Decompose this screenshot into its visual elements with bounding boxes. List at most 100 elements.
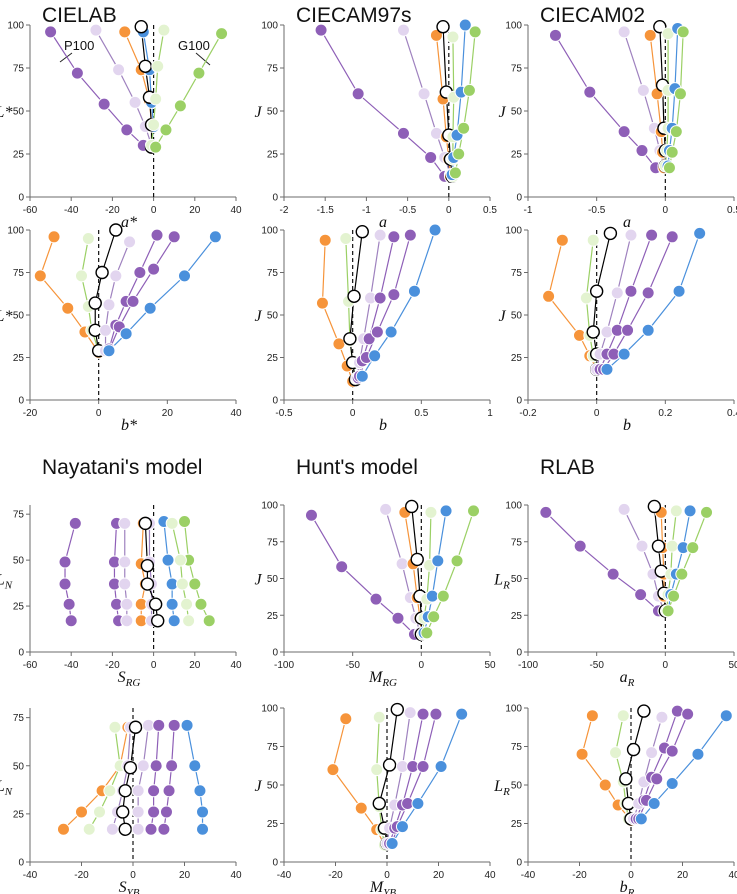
data-point <box>173 99 187 113</box>
data-point <box>326 763 340 777</box>
chart-panel-0: CIELAB 0 25 50 75 100 -60 -40 -20 0 20 40 L* a* P100 G1… <box>0 4 242 231</box>
data-point <box>134 20 148 34</box>
data-point <box>624 228 638 242</box>
data-point <box>417 87 431 101</box>
data-point <box>700 505 714 519</box>
data-point <box>143 301 157 315</box>
data-point <box>133 266 147 279</box>
x-tick-label: 0.5 <box>414 408 428 419</box>
y-tick-label: 50 <box>13 311 25 322</box>
data-point <box>662 161 676 175</box>
y-tick-label: 25 <box>511 353 523 364</box>
y-tick-label: 50 <box>511 781 523 792</box>
x-tick-label: -20 <box>328 870 343 881</box>
data-point <box>396 126 410 140</box>
y-tick-label: 25 <box>13 602 25 613</box>
x-tick-label: -40 <box>23 870 38 881</box>
data-point <box>118 784 132 798</box>
data-point <box>44 25 58 39</box>
data-point <box>424 150 438 164</box>
x-tick-label: -60 <box>23 205 38 216</box>
data-point <box>407 284 421 298</box>
x-tick-label: -1 <box>362 205 371 216</box>
data-point <box>165 759 179 773</box>
data-point <box>600 362 614 376</box>
y-tick-label: 0 <box>18 648 24 659</box>
y-tick-label: 100 <box>261 704 278 715</box>
y-axis-label: LN <box>0 778 13 798</box>
data-point <box>75 269 88 283</box>
data-point <box>149 92 163 106</box>
chart-title: CIECAM97s <box>296 4 412 27</box>
y-tick-label: 75 <box>267 742 279 753</box>
data-point <box>672 284 686 298</box>
x-axis-label: b <box>623 417 631 434</box>
data-point <box>314 23 328 37</box>
x-axis-label: aR <box>620 669 635 689</box>
y-tick-label: 0 <box>272 193 278 204</box>
data-point <box>180 597 194 611</box>
data-point <box>208 230 222 244</box>
x-tick-label: 20 <box>162 408 174 419</box>
data-point <box>193 784 207 798</box>
data-point <box>448 166 462 180</box>
data-point <box>93 805 107 819</box>
data-point <box>370 763 384 777</box>
data-point <box>673 87 687 101</box>
y-tick-label: 50 <box>267 311 279 322</box>
data-point <box>619 772 633 786</box>
data-point <box>539 505 553 519</box>
data-point <box>128 720 143 734</box>
y-tick-label: 0 <box>272 648 278 659</box>
data-point <box>88 296 102 310</box>
data-point <box>719 709 733 723</box>
y-tick-label: 75 <box>511 64 523 75</box>
y-tick-label: 50 <box>13 761 25 772</box>
x-tick-label: -20 <box>23 408 38 419</box>
data-point <box>304 508 318 522</box>
data-point <box>655 710 669 724</box>
data-point <box>403 706 417 720</box>
x-axis-label: SYB <box>119 879 140 894</box>
data-point <box>58 577 72 591</box>
data-point <box>403 228 417 242</box>
data-point <box>120 597 134 611</box>
data-point <box>339 232 353 245</box>
data-point <box>647 499 662 514</box>
data-point <box>102 344 116 358</box>
data-point <box>585 709 599 723</box>
data-point <box>343 332 357 346</box>
x-tick-label: -0.5 <box>588 205 606 216</box>
x-tick-label: 20 <box>179 870 191 881</box>
x-tick-label: -20 <box>572 870 587 881</box>
data-point <box>691 747 705 761</box>
data-point <box>637 704 651 718</box>
data-point <box>120 614 134 628</box>
data-point <box>436 589 450 603</box>
data-point <box>318 233 332 247</box>
data-point <box>95 265 109 280</box>
data-point <box>420 626 434 640</box>
data-point <box>123 760 138 775</box>
data-point <box>416 760 430 774</box>
data-point <box>609 746 623 760</box>
y-tick-label: 25 <box>511 150 523 161</box>
data-point <box>665 539 679 553</box>
data-point <box>457 121 471 135</box>
data-point <box>665 744 679 758</box>
y-tick-label: 25 <box>13 150 25 161</box>
data-point <box>634 812 648 826</box>
data-point <box>369 592 383 606</box>
data-point <box>416 707 430 721</box>
x-axis-label: a <box>379 214 387 231</box>
y-axis-label: J <box>498 104 506 121</box>
data-point <box>555 233 569 247</box>
data-point <box>99 323 113 337</box>
x-axis-label: b <box>379 417 387 434</box>
data-point <box>89 23 103 37</box>
data-point <box>151 59 165 73</box>
data-point <box>387 230 401 244</box>
data-point <box>182 614 196 628</box>
y-tick-label: 25 <box>13 809 25 820</box>
y-tick-label: 100 <box>505 21 522 32</box>
